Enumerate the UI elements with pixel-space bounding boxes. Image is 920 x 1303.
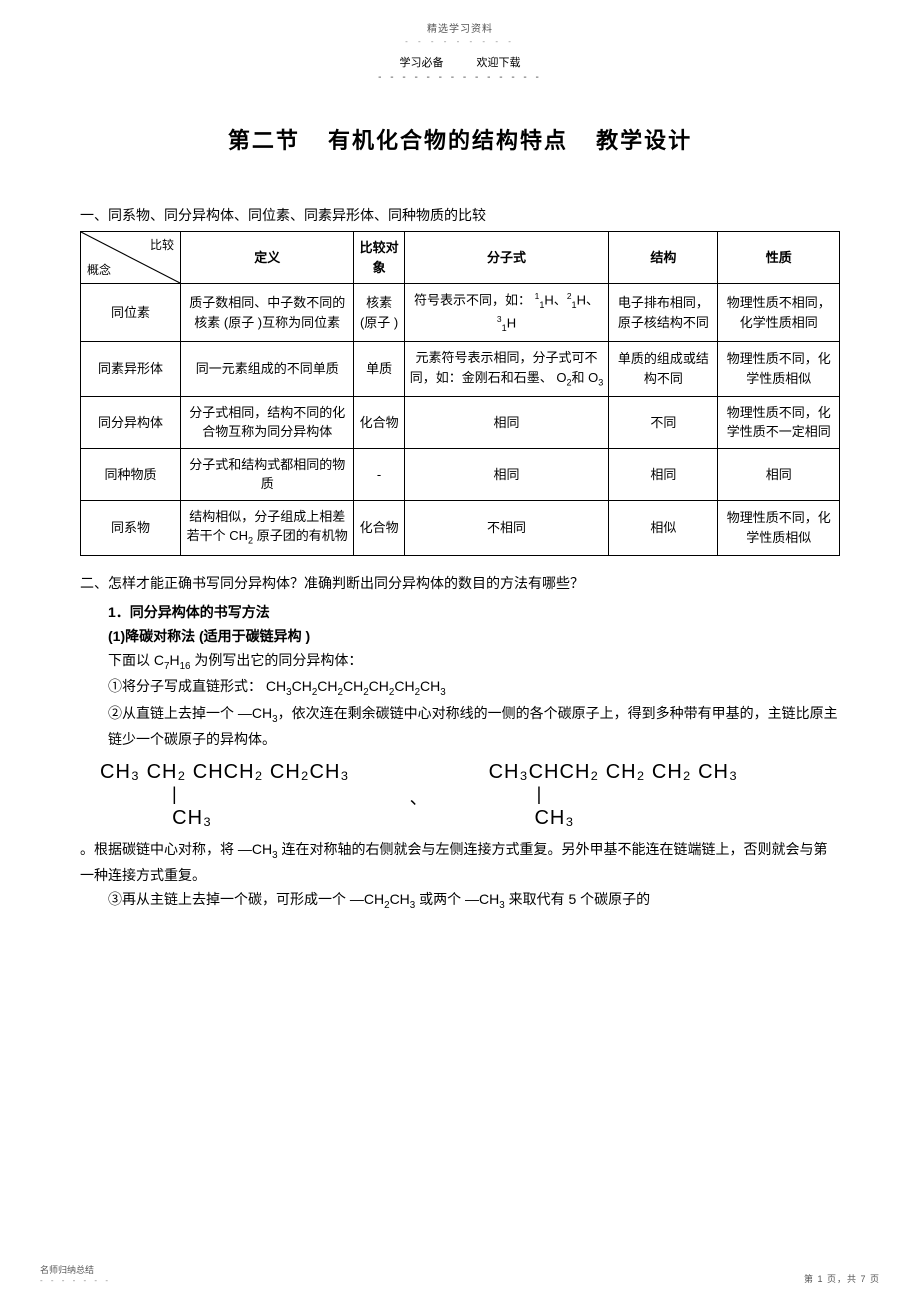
row-def: 分子式和结构式都相同的物质 — [181, 448, 354, 500]
footer-left: 名师归纳总结 - - - - - - - — [40, 1263, 111, 1285]
row-formula: 不相同 — [404, 500, 608, 555]
row-name: 同素异形体 — [81, 342, 181, 397]
row-formula: 符号表示不同，如： 11H、21H、31H — [404, 284, 608, 342]
section1-heading: 一、同系物、同分异构体、同位素、同素异形体、同种物质的比较 — [80, 205, 840, 225]
section2-heading: 二、怎样才能正确书写同分异构体？准确判断出同分异构体的数目的方法有哪些？ — [80, 572, 840, 596]
line-2: (1)降碳对称法 (适用于碳链异构 ) — [80, 625, 840, 649]
row-name: 同位素 — [81, 284, 181, 342]
row-obj: 核素 (原子 ) — [354, 284, 404, 342]
row-formula: 相同 — [404, 396, 608, 448]
line-7: ③再从主链上去掉一个碳，可形成一个 —CH2CH3 或两个 —CH3 来取代有 … — [80, 888, 840, 914]
header-top-label: 精选学习资料 — [80, 20, 840, 35]
col-def: 定义 — [181, 232, 354, 284]
row-name: 同分异构体 — [81, 396, 181, 448]
row-def: 质子数相同、中子数不同的核素 (原子 )互称为同位素 — [181, 284, 354, 342]
row-obj: - — [354, 448, 404, 500]
row-prop: 物理性质不同，化学性质相似 — [718, 342, 840, 397]
line-6: 。根据碳链中心对称，将 —CH3 连在对称轴的右侧就会与左侧连接方式重复。另外甲… — [80, 838, 840, 888]
table-row: 同分异构体 分子式相同，结构不同的化合物互称为同分异构体 化合物 相同 不同 物… — [81, 396, 840, 448]
mol1-bar: | — [100, 784, 178, 806]
comparison-table: 比较 概念 定义 比较对象 分子式 结构 性质 同位素 质子数相同、中子数不同的… — [80, 231, 840, 556]
row-formula: 元素符号表示相同，分子式可不同，如：金刚石和石墨、 O2和 O3 — [404, 342, 608, 397]
header-dash: - - - - - - - - - - - - - - — [80, 72, 840, 83]
row-name: 同种物质 — [81, 448, 181, 500]
table-row: 同素异形体 同一元素组成的不同单质 单质 元素符号表示相同，分子式可不同，如：金… — [81, 342, 840, 397]
col-struct: 结构 — [609, 232, 718, 284]
footer-right: 第 1 页，共 7 页 — [804, 1272, 880, 1285]
header-right: 欢迎下载 — [477, 54, 521, 70]
separator-comma: 、 — [410, 783, 429, 814]
row-prop: 物理性质不相同，化学性质相同 — [718, 284, 840, 342]
row-prop: 物理性质不同，化学性质不一定相同 — [718, 396, 840, 448]
row-def: 结构相似，分子组成上相差若干个 CH2 原子团的有机物 — [181, 500, 354, 555]
header-left: 学习必备 — [399, 54, 443, 70]
line-4: ①将分子写成直链形式： CH3CH2CH2CH2CH2CH2CH3 — [80, 675, 840, 701]
row-struct: 不同 — [609, 396, 718, 448]
line-1: 1．同分异构体的书写方法 — [80, 601, 840, 625]
diag-bottom-label: 概念 — [87, 261, 111, 279]
row-def: 同一元素组成的不同单质 — [181, 342, 354, 397]
header-subhead: 学习必备 欢迎下载 — [80, 54, 840, 70]
line-3: 下面以 C7H16 为例写出它的同分异构体： — [80, 649, 840, 675]
title-part1: 第二节 — [228, 128, 300, 153]
table-row: 同位素 质子数相同、中子数不同的核素 (原子 )互称为同位素 核素 (原子 ) … — [81, 284, 840, 342]
header-dots: - - - - - - - - - — [80, 37, 840, 46]
table-header-row: 比较 概念 定义 比较对象 分子式 结构 性质 — [81, 232, 840, 284]
structural-formula-block: CH₃ CH₂ CHCH₂ CH₂CH₃ | CH₃ 、 CH₃CHCH₂ CH… — [100, 760, 840, 830]
row-formula: 相同 — [404, 448, 608, 500]
mol1-top: CH₃ CH₂ CHCH₂ CH₂CH₃ — [100, 760, 350, 784]
mol1-bot: CH₃ — [100, 806, 212, 830]
row-obj: 单质 — [354, 342, 404, 397]
mol2-top: CH₃CHCH₂ CH₂ CH₂ CH₃ — [489, 760, 739, 784]
col-formula: 分子式 — [404, 232, 608, 284]
table-diag-header: 比较 概念 — [81, 232, 181, 284]
row-struct: 相同 — [609, 448, 718, 500]
table-row: 同种物质 分子式和结构式都相同的物质 - 相同 相同 相同 — [81, 448, 840, 500]
row-prop: 物理性质不同，化学性质相似 — [718, 500, 840, 555]
row-struct: 相似 — [609, 500, 718, 555]
molecule-2: CH₃CHCH₂ CH₂ CH₂ CH₃ | CH₃ — [489, 760, 739, 830]
row-struct: 电子排布相同，原子核结构不同 — [609, 284, 718, 342]
footer-left-text: 名师归纳总结 — [40, 1263, 111, 1276]
row-def: 分子式相同，结构不同的化合物互称为同分异构体 — [181, 396, 354, 448]
table-row: 同系物 结构相似，分子组成上相差若干个 CH2 原子团的有机物 化合物 不相同 … — [81, 500, 840, 555]
title-part2: 有机化合物的结构特点 — [328, 128, 568, 153]
section2: 二、怎样才能正确书写同分异构体？准确判断出同分异构体的数目的方法有哪些？ 1．同… — [80, 572, 840, 915]
document-page: 精选学习资料 - - - - - - - - - 学习必备 欢迎下载 - - -… — [0, 0, 920, 1303]
line-5: ②从直链上去掉一个 —CH3，依次连在剩余碳链中心对称线的一侧的各个碳原子上，得… — [80, 702, 840, 752]
row-prop: 相同 — [718, 448, 840, 500]
molecule-1: CH₃ CH₂ CHCH₂ CH₂CH₃ | CH₃ — [100, 760, 350, 830]
row-obj: 化合物 — [354, 396, 404, 448]
row-obj: 化合物 — [354, 500, 404, 555]
mol2-bar: | — [489, 784, 543, 806]
col-prop: 性质 — [718, 232, 840, 284]
row-struct: 单质的组成或结构不同 — [609, 342, 718, 397]
page-title: 第二节 有机化合物的结构特点 教学设计 — [80, 123, 840, 155]
footer-left-dots: - - - - - - - — [40, 1276, 111, 1285]
diag-top-label: 比较 — [150, 236, 174, 254]
title-part3: 教学设计 — [596, 128, 692, 153]
row-name: 同系物 — [81, 500, 181, 555]
mol2-bot: CH₃ — [489, 806, 575, 830]
col-obj: 比较对象 — [354, 232, 404, 284]
